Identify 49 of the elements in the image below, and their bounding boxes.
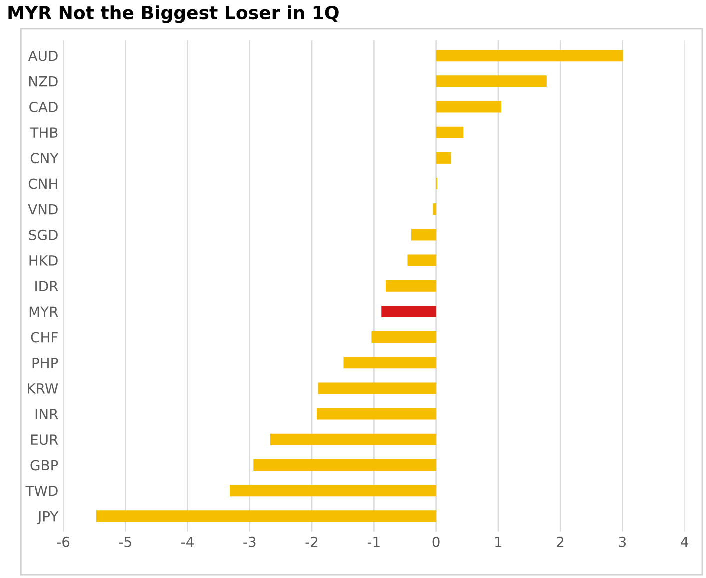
y-tick-label: MYR — [30, 306, 58, 317]
y-tick-label: THB — [30, 128, 58, 138]
bar — [436, 50, 624, 62]
y-tick-label: KRW — [28, 384, 58, 394]
y-tick-label: GBP — [30, 460, 58, 471]
bar — [436, 76, 547, 88]
bar — [436, 152, 452, 164]
x-tick-label: -1 — [368, 537, 380, 548]
x-tick-label: -2 — [306, 536, 318, 548]
bar — [433, 204, 436, 216]
x-tick-label: 1 — [496, 537, 502, 548]
y-tick-label: SGD — [29, 230, 58, 240]
x-tick-label: -4 — [182, 537, 194, 548]
bar — [408, 254, 436, 266]
y-tick-label: CAD — [30, 102, 58, 112]
x-tick-label: -5 — [119, 537, 132, 548]
x-tick-label: -6 — [57, 536, 70, 548]
y-tick-label: CNH — [28, 178, 58, 190]
y-tick-label: NZD — [29, 76, 58, 87]
bar — [317, 408, 436, 420]
bar — [386, 280, 436, 292]
bar — [411, 229, 436, 241]
bar — [318, 382, 436, 394]
bar — [372, 332, 436, 344]
bar — [96, 510, 436, 522]
bar — [382, 306, 436, 318]
x-tick-label: 2 — [557, 536, 564, 548]
y-tick-label: JPY — [37, 512, 59, 524]
x-tick-label: 3 — [619, 536, 626, 548]
bar — [436, 126, 464, 138]
bar — [436, 101, 502, 113]
x-tick-label: 4 — [681, 537, 688, 548]
y-tick-label: EUR — [31, 434, 58, 446]
chart-title: MYR Not the Biggest Loser in 1Q — [8, 6, 339, 24]
x-tick-label: 0 — [432, 536, 440, 548]
y-tick-label: TWD — [26, 486, 58, 496]
y-tick-label: INR — [36, 409, 58, 420]
bar — [344, 357, 436, 369]
y-tick-label: VND — [28, 204, 58, 215]
bar — [270, 434, 436, 446]
y-tick-label: CHF — [31, 332, 58, 343]
y-tick-label: IDR — [36, 281, 58, 292]
bar — [230, 485, 436, 497]
y-tick-label: CNY — [30, 153, 59, 164]
y-tick-label: AUD — [28, 50, 58, 62]
y-tick-label: PHP — [32, 358, 58, 368]
bar — [254, 459, 436, 471]
x-tick-label: -3 — [244, 536, 256, 548]
y-tick-label: HKD — [30, 256, 58, 266]
